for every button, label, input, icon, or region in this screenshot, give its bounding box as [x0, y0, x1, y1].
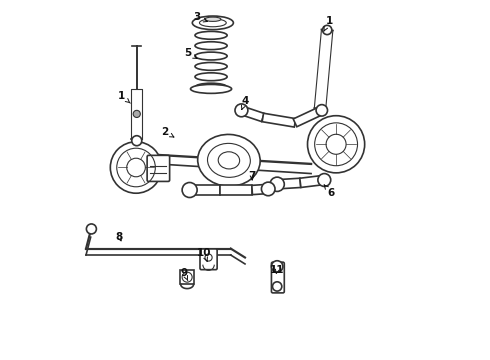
Polygon shape [252, 184, 269, 195]
Text: 6: 6 [324, 185, 334, 198]
Circle shape [110, 142, 162, 193]
Polygon shape [293, 107, 323, 127]
FancyBboxPatch shape [271, 262, 284, 293]
Circle shape [262, 182, 275, 196]
Text: 1: 1 [324, 16, 333, 31]
Circle shape [272, 282, 282, 291]
Circle shape [270, 177, 284, 192]
Text: 10: 10 [196, 248, 211, 261]
Circle shape [318, 174, 331, 186]
Circle shape [316, 105, 327, 116]
Circle shape [235, 104, 248, 117]
Polygon shape [277, 178, 301, 189]
Text: 8: 8 [116, 232, 123, 242]
FancyBboxPatch shape [147, 156, 170, 181]
Circle shape [271, 261, 283, 272]
Circle shape [182, 183, 197, 198]
Text: 2: 2 [161, 127, 174, 137]
Polygon shape [190, 185, 220, 195]
Text: 3: 3 [193, 13, 207, 22]
Text: 4: 4 [241, 96, 249, 109]
Ellipse shape [191, 85, 232, 93]
Polygon shape [300, 175, 324, 188]
Text: 9: 9 [181, 268, 188, 281]
Ellipse shape [192, 16, 233, 30]
Ellipse shape [197, 134, 260, 186]
Ellipse shape [205, 17, 221, 21]
Circle shape [322, 25, 332, 35]
Circle shape [308, 116, 365, 173]
Polygon shape [262, 113, 296, 127]
Polygon shape [240, 106, 264, 122]
Text: 1: 1 [118, 91, 130, 103]
Circle shape [133, 111, 140, 117]
Text: 5: 5 [184, 48, 197, 58]
FancyBboxPatch shape [200, 249, 217, 270]
Circle shape [86, 224, 97, 234]
Circle shape [132, 136, 142, 146]
Polygon shape [180, 270, 194, 284]
Text: 7: 7 [248, 171, 256, 181]
Text: 11: 11 [270, 265, 284, 275]
Polygon shape [220, 185, 252, 195]
